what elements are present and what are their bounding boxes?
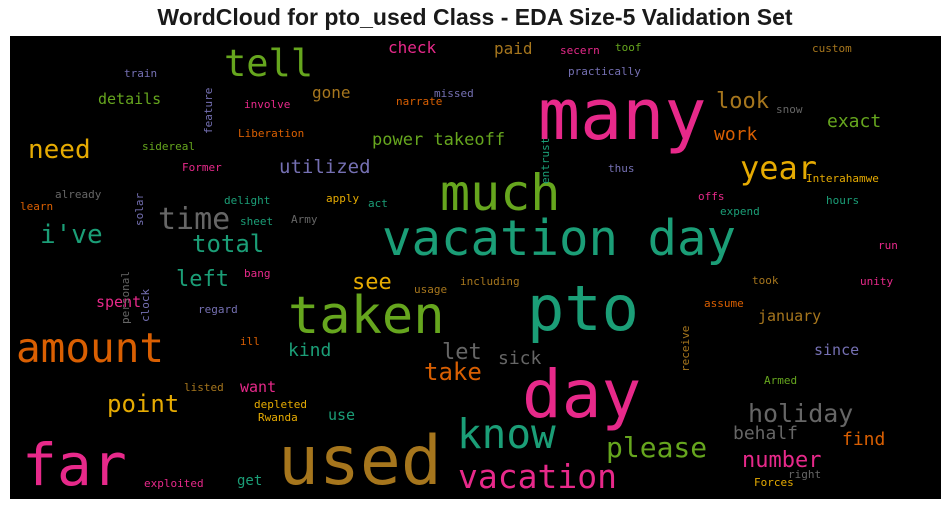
word: use	[328, 406, 356, 424]
word: holiday	[748, 399, 854, 428]
word: apply	[326, 192, 360, 205]
word: sick	[498, 348, 542, 369]
word: see	[352, 270, 392, 295]
word: offs	[698, 190, 725, 203]
word: i've	[40, 220, 103, 250]
word: check	[388, 38, 437, 57]
word: many	[538, 74, 707, 156]
word: take	[424, 358, 482, 386]
word: delight	[224, 194, 271, 207]
word: practically	[568, 65, 641, 78]
word: left	[176, 267, 229, 292]
word: utilized	[279, 156, 371, 178]
word: personal	[119, 271, 132, 324]
word: vacation	[458, 457, 617, 496]
word: Armed	[764, 374, 798, 387]
word: total	[192, 230, 265, 258]
word: day	[522, 356, 642, 433]
word: secern	[560, 44, 600, 57]
word: exact	[827, 111, 882, 132]
word: act	[368, 197, 388, 210]
word: regard	[198, 303, 238, 316]
word: hours	[826, 194, 860, 207]
word: custom	[812, 42, 852, 55]
word: get	[237, 473, 263, 489]
word: spent	[96, 293, 142, 311]
word: thus	[608, 162, 635, 175]
word: paid	[494, 39, 533, 58]
word: train	[124, 67, 158, 80]
word: bang	[244, 267, 271, 280]
word: number	[742, 448, 822, 473]
word: taken	[288, 286, 445, 346]
word: exploited	[144, 477, 204, 490]
word: sheet	[240, 215, 274, 228]
word: details	[98, 90, 162, 108]
word: work	[714, 124, 758, 145]
word: since	[814, 341, 860, 359]
word: january	[758, 307, 822, 325]
word-cloud: many vacation day used pto day taken muc…	[10, 36, 941, 499]
word: far	[22, 431, 127, 499]
word: receive	[679, 325, 692, 372]
word: want	[240, 378, 277, 396]
word: please	[606, 431, 708, 464]
word: Former	[182, 161, 222, 174]
word: right	[788, 468, 822, 481]
word: much	[440, 164, 561, 222]
word: snow	[776, 103, 803, 116]
word: Army	[291, 213, 318, 226]
word: run	[878, 239, 898, 252]
word: sidereal	[142, 140, 195, 153]
word: Rwanda	[258, 411, 298, 424]
word: unity	[860, 275, 894, 288]
word: tell	[224, 42, 314, 85]
word: year	[740, 149, 818, 187]
word: Liberation	[238, 127, 305, 140]
word: point	[107, 390, 180, 418]
word: need	[28, 135, 91, 165]
word: feature	[202, 87, 215, 134]
word: vacation day	[382, 210, 737, 267]
word: listed	[184, 381, 224, 394]
word: entrust	[539, 137, 552, 184]
chart-title: WordCloud for pto_used Class - EDA Size-…	[157, 4, 793, 30]
word: clock	[139, 288, 152, 322]
word: Forces	[754, 476, 794, 489]
word: toof	[615, 41, 642, 54]
word: took	[752, 274, 779, 287]
word: already	[55, 188, 102, 201]
word: involve	[244, 98, 291, 111]
word: pto	[527, 272, 639, 345]
word: Interahamwe	[806, 172, 879, 185]
word: used	[278, 422, 442, 499]
word: power takeoff	[372, 130, 506, 150]
word: behalf	[733, 423, 799, 444]
word: depleted	[254, 398, 307, 411]
word: usage	[414, 283, 448, 296]
word: expend	[720, 205, 760, 218]
word: time	[158, 202, 231, 237]
word: find	[842, 429, 886, 450]
word: missed	[434, 87, 474, 100]
word: assume	[704, 297, 744, 310]
word: know	[457, 410, 556, 458]
word: including	[460, 275, 520, 288]
word: kind	[288, 340, 332, 361]
word: look	[716, 89, 769, 114]
word: narrate	[396, 95, 443, 108]
word: gone	[312, 83, 351, 102]
word: amount	[16, 324, 165, 372]
word: ill	[240, 335, 260, 348]
word: learn	[20, 200, 54, 213]
word: solar	[133, 192, 146, 226]
word: let	[442, 340, 482, 365]
